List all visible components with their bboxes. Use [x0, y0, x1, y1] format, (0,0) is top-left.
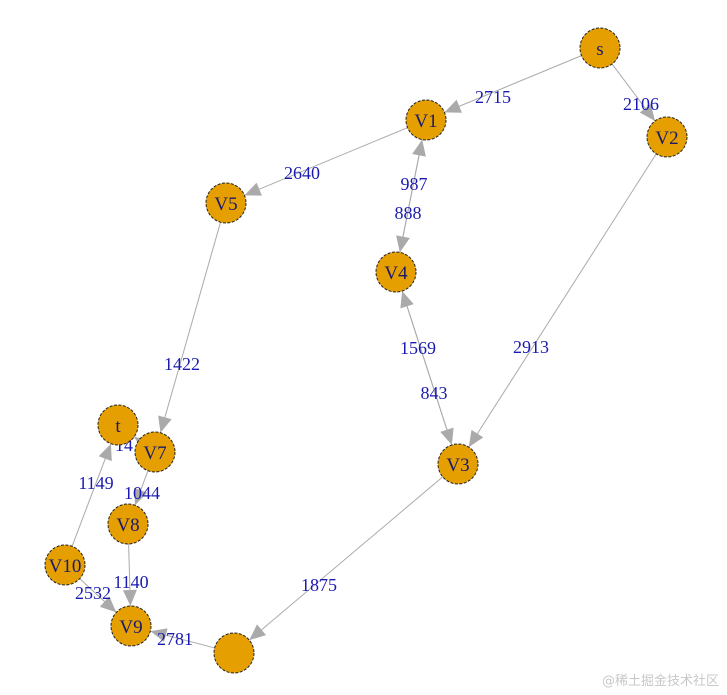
edge-V10-V9: [79, 578, 117, 613]
edge-label: 2781: [157, 629, 193, 649]
node-V2: V2: [646, 116, 688, 158]
arrowhead: [412, 139, 426, 157]
arrowhead: [150, 628, 168, 642]
node-V3: V3: [437, 443, 479, 485]
node-label: s: [596, 39, 603, 60]
edge-V4-V3: [401, 290, 454, 446]
edge-label: 2715: [475, 87, 511, 107]
edge-label: 2532: [75, 583, 111, 603]
arrowhead: [134, 487, 148, 506]
node-V9: V9: [110, 605, 152, 647]
node-t: t: [97, 404, 139, 446]
edge-V7-V8: [134, 470, 149, 506]
node-label: V4: [384, 263, 408, 284]
arrowhead: [639, 104, 655, 122]
edge-V1-V4: [396, 139, 423, 253]
node-label: V2: [655, 128, 678, 149]
edge-V1-V5: [244, 127, 408, 196]
edge-label: 1422: [164, 354, 200, 374]
edge-label: 2913: [513, 337, 549, 357]
node-s: s: [579, 27, 621, 69]
edge-label: 2106: [623, 94, 659, 114]
node-V7: V7: [134, 431, 176, 473]
arrowhead: [122, 589, 137, 607]
edge-s-V1: [444, 55, 582, 113]
edge-label: 1149: [78, 473, 113, 493]
node-label: V8: [116, 515, 139, 536]
node-label: V10: [49, 556, 82, 577]
edge-V4-V1: [399, 139, 426, 253]
node-label: V9: [119, 617, 142, 638]
node-V5: V5: [205, 182, 247, 224]
edge-V2-V3: [468, 153, 657, 448]
edge-label: 1140: [113, 572, 148, 592]
edge-V8-V9: [122, 543, 137, 607]
edge-s-V2: [611, 63, 656, 122]
edge-V5-V7: [158, 222, 221, 433]
arrowhead: [444, 99, 462, 113]
arrowhead: [468, 429, 484, 448]
edge-V6-V9: [150, 628, 215, 649]
edge-V3-V6: [248, 476, 444, 641]
watermark: @稀土掘金技术社区: [601, 674, 719, 689]
edge-label: 2640: [284, 163, 320, 183]
node-label: V5: [214, 194, 237, 215]
edge-label: 987: [401, 174, 428, 194]
node-label: V3: [446, 455, 469, 476]
node-label: V1: [414, 111, 437, 132]
arrowhead: [440, 427, 454, 445]
node-V10: V10: [44, 544, 86, 586]
node-V1: V1: [405, 99, 447, 141]
edge-label: 1875: [301, 575, 337, 595]
arrowhead: [244, 182, 262, 196]
edge-V10-t: [71, 443, 112, 547]
arrowhead: [396, 235, 410, 253]
arrowhead: [158, 415, 172, 433]
edge-label: 843: [421, 383, 448, 403]
node-label: V7: [143, 443, 166, 464]
edge-label: 1044: [124, 483, 160, 503]
node-V8: V8: [107, 503, 149, 545]
arrowhead: [249, 624, 267, 641]
node-V4: V4: [375, 251, 417, 293]
arrowhead: [98, 443, 112, 462]
edge-label: 888: [395, 203, 422, 223]
edge-label: 1569: [400, 338, 436, 358]
arrowhead: [99, 596, 117, 613]
node-V6: [213, 632, 255, 674]
node-label: t: [115, 416, 121, 437]
